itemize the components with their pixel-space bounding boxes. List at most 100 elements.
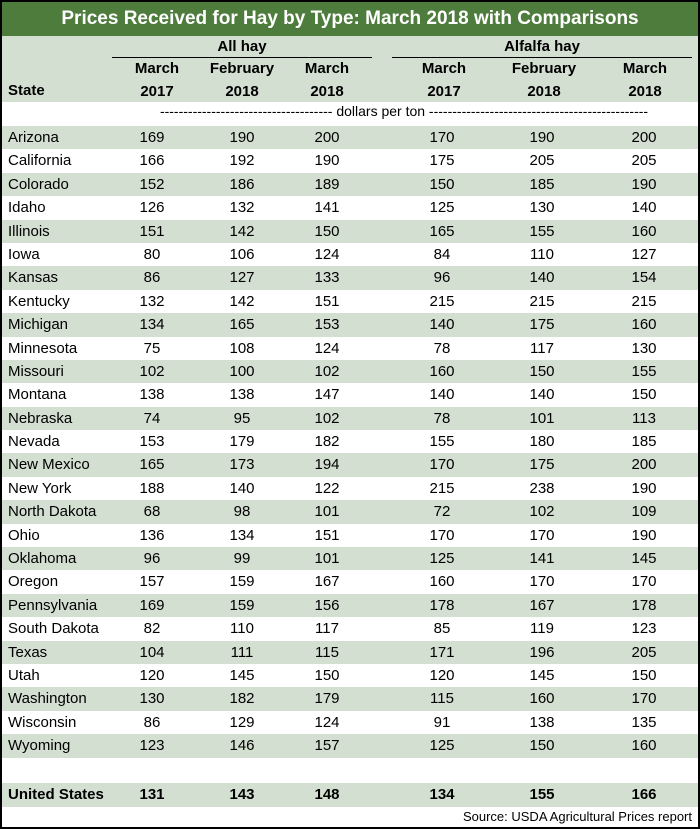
state-cell: Kansas xyxy=(8,269,59,287)
alfalfa-march-2018-cell: 145 xyxy=(631,550,657,568)
alfalfa-march-2018-cell: 185 xyxy=(631,433,657,451)
alfalfa-march-2018-cell: 160 xyxy=(631,316,657,334)
all-february-2018-cell: 192 xyxy=(229,152,255,170)
state-cell: South Dakota xyxy=(8,620,99,638)
alfalfa-february-2018-cell: 170 xyxy=(529,526,555,544)
all-february-2018-cell: 145 xyxy=(229,666,255,684)
all-march-2017-cell: 188 xyxy=(139,479,165,497)
table-row: Idaho 126 132 141 125 130 140 xyxy=(2,196,698,220)
all-march-2018-cell: 102 xyxy=(314,409,340,427)
alfalfa-february-2018-cell: 119 xyxy=(530,620,554,638)
all-march-2018-cell: 122 xyxy=(314,479,340,497)
table-row: Nebraska 74 95 102 78 101 113 xyxy=(2,406,698,431)
alfalfa-february-2018-cell: 175 xyxy=(529,316,555,334)
state-cell: Nevada xyxy=(8,433,60,451)
table-row: California 166 192 190 175 205 205 xyxy=(2,149,698,173)
alfalfa-march-2017-cell: 170 xyxy=(429,526,455,544)
table-row: Nevada 153 179 182 155 180 185 xyxy=(2,430,698,454)
all-march-2017-cell: 96 xyxy=(143,550,161,568)
all-february-2018-cell: 190 xyxy=(229,129,255,146)
alfalfa-february-2018-cell: 175 xyxy=(529,456,555,474)
all-march-2018-cell: 200 xyxy=(314,129,340,146)
state-cell: Kentucky xyxy=(8,292,70,310)
all-march-2017-cell: 130 xyxy=(139,690,165,708)
alfalfa-march-2018-cell: 170 xyxy=(631,690,657,708)
spacer-row xyxy=(2,759,698,783)
table-row: North Dakota 68 98 101 72 102 109 xyxy=(2,500,698,524)
table-row: Ohio 136 134 151 170 170 190 xyxy=(2,523,698,548)
all-march-2018-cell: 156 xyxy=(314,596,340,614)
all-february-2018-cell: 146 xyxy=(229,737,255,755)
all-march-2017-cell: 166 xyxy=(139,152,165,170)
all-march-2017-cell: 169 xyxy=(139,596,165,614)
column-header-state: State xyxy=(8,82,45,99)
alfalfa-march-2017-cell: 160 xyxy=(429,573,455,591)
alfalfa-march-2018-cell: 130 xyxy=(631,339,657,357)
all-march-2017-cell: 104 xyxy=(139,643,165,661)
all-march-2017-cell: 120 xyxy=(139,666,165,684)
all-march-2018-cell: 124 xyxy=(314,713,340,731)
all-february-2018-cell: 127 xyxy=(229,269,255,287)
alfalfa-march-2018-cell: 140 xyxy=(631,199,657,217)
alfalfa-march-2017-cell: 165 xyxy=(429,222,455,240)
alfalfa-march-2018-cell: 160 xyxy=(631,222,657,240)
state-cell: Texas xyxy=(8,643,48,661)
all-march-2018-cell: 151 xyxy=(314,292,340,310)
alfalfa-february-2018-cell: 170 xyxy=(529,573,555,591)
all-march-2018-cell: 189 xyxy=(314,175,340,193)
state-cell: California xyxy=(8,152,72,170)
table-row: Kansas 86 127 133 96 140 154 xyxy=(2,266,698,290)
table-row: New Mexico 165 173 194 170 175 200 xyxy=(2,453,698,477)
total-alfalfa-march-2017: 134 xyxy=(429,786,455,803)
state-cell: North Dakota xyxy=(8,503,97,521)
all-march-2017-cell: 136 xyxy=(139,526,165,544)
all-february-2018-cell: 95 xyxy=(233,409,251,427)
alfalfa-march-2017-cell: 160 xyxy=(429,362,455,380)
table-title: Prices Received for Hay by Type: March 2… xyxy=(2,2,698,36)
all-march-2018-cell: 194 xyxy=(314,456,340,474)
all-february-2018-cell: 142 xyxy=(229,222,255,240)
all-march-2017-cell: 126 xyxy=(139,199,165,217)
all-february-2018-cell: 138 xyxy=(229,386,255,404)
alfalfa-march-2018-cell: 109 xyxy=(631,503,657,521)
alfalfa-march-2017-cell: 215 xyxy=(429,479,455,497)
all-march-2018-cell: 124 xyxy=(314,245,340,263)
all-march-2018-cell: 182 xyxy=(314,433,340,451)
all-february-2018-cell: 108 xyxy=(229,339,255,357)
all-march-2017-cell: 68 xyxy=(143,503,161,521)
alfalfa-march-2018-cell: 205 xyxy=(631,643,657,661)
group-header-all-hay: All hay xyxy=(217,38,267,55)
all-march-2018-cell: 150 xyxy=(314,666,340,684)
table-row: Wisconsin 86 129 124 91 138 135 xyxy=(2,710,698,735)
table-row: South Dakota 82 110 117 85 119 123 xyxy=(2,617,698,641)
alfalfa-march-2018-cell: 190 xyxy=(631,479,657,497)
alfalfa-february-2018-cell: 185 xyxy=(529,175,555,193)
column-header-alfalfa-march-2018: March 2018 xyxy=(622,60,668,100)
alfalfa-march-2017-cell: 125 xyxy=(429,550,455,568)
all-march-2018-cell: 133 xyxy=(314,269,340,287)
alfalfa-february-2018-cell: 141 xyxy=(529,550,555,568)
all-february-2018-cell: 159 xyxy=(229,573,255,591)
state-cell: Iowa xyxy=(8,245,40,263)
state-cell: Michigan xyxy=(8,316,69,334)
alfalfa-march-2017-cell: 178 xyxy=(429,596,455,614)
all-march-2017-cell: 132 xyxy=(139,292,165,310)
alfalfa-march-2017-cell: 150 xyxy=(429,175,455,193)
alfalfa-march-2017-cell: 78 xyxy=(433,339,451,357)
table-row: Michigan 134 165 153 140 175 160 xyxy=(2,313,698,337)
table-row: Illinois 151 142 150 165 155 160 xyxy=(2,219,698,243)
alfalfa-march-2018-cell: 160 xyxy=(631,737,657,755)
total-all-march-2018: 148 xyxy=(314,786,340,803)
state-cell: Oregon xyxy=(8,573,59,591)
all-february-2018-cell: 179 xyxy=(229,433,255,451)
alfalfa-february-2018-cell: 215 xyxy=(529,292,555,310)
all-march-2017-cell: 80 xyxy=(143,245,161,263)
all-march-2017-cell: 165 xyxy=(139,456,165,474)
alfalfa-february-2018-cell: 167 xyxy=(529,596,555,614)
all-march-2018-cell: 101 xyxy=(314,550,340,568)
all-march-2018-cell: 102 xyxy=(314,362,340,380)
column-header-all-march-2017: March 2017 xyxy=(134,60,180,100)
table-row: New York 188 140 122 215 238 190 xyxy=(2,476,698,501)
alfalfa-march-2018-cell: 135 xyxy=(631,713,657,731)
